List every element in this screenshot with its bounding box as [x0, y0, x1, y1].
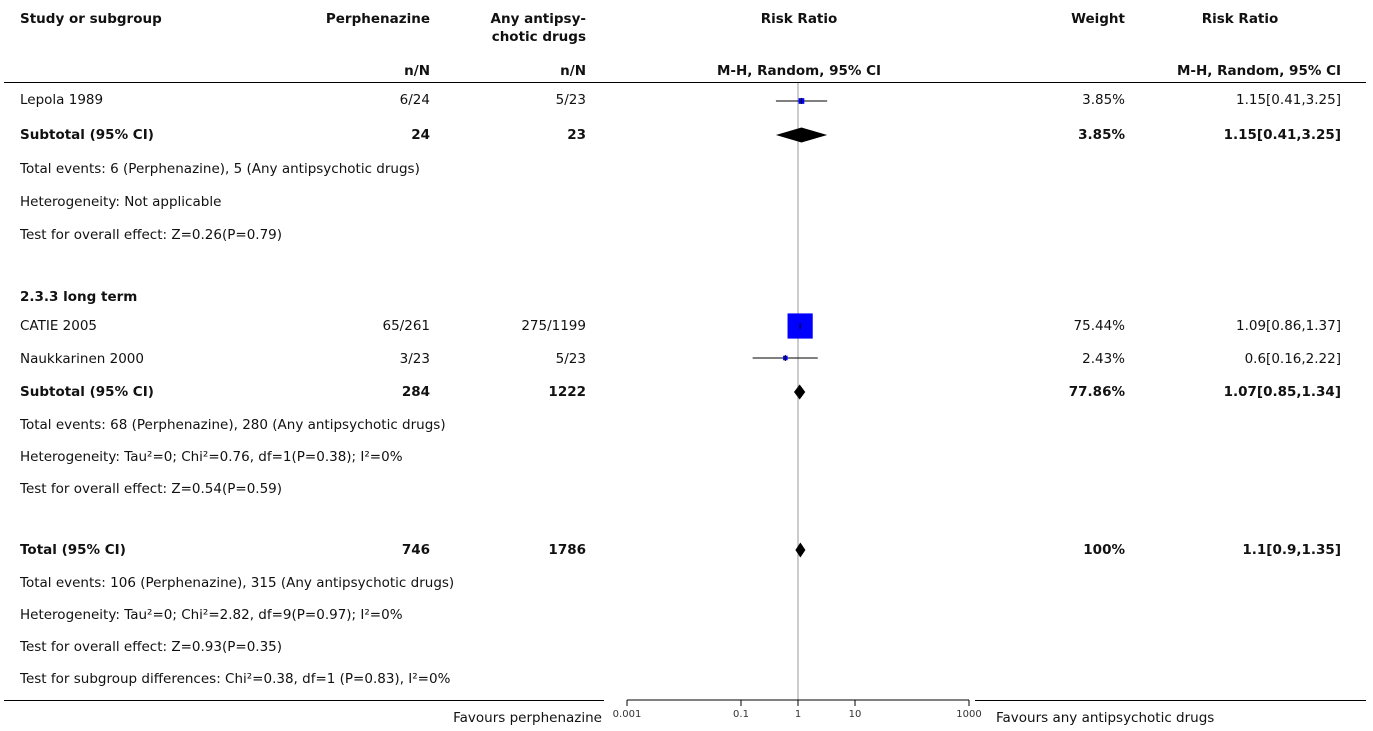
subtotal-ctl: 1222: [548, 384, 586, 400]
x-axis-tick-label: 1: [795, 709, 801, 720]
row-weight: 3.85%: [1082, 92, 1125, 108]
subtotal-label: Subtotal (95% CI): [20, 384, 154, 400]
header-experimental: Perphenazine: [325, 11, 430, 27]
row-ctl: 5/23: [555, 351, 586, 367]
row-exp: 6/24: [399, 92, 430, 108]
total-weight: 100%: [1083, 542, 1125, 558]
heterogeneity-text: Heterogeneity: Not applicable: [20, 194, 222, 210]
x-axis-tick-label: 10: [849, 709, 862, 720]
header-study: Study or subgroup: [20, 11, 162, 27]
subtotal-exp: 284: [401, 384, 430, 400]
header-risk-ratio-plot: Risk Ratio: [760, 11, 838, 27]
footer-rule-right: [975, 700, 1366, 701]
header-exp-sub: n/N: [404, 63, 430, 79]
row-ctl: 5/23: [555, 92, 586, 108]
row-ci: 1.15[0.41,3.25]: [1235, 92, 1341, 108]
row-ctl: 275/1199: [521, 318, 586, 334]
subtotal-weight: 77.86%: [1068, 384, 1125, 400]
subtotal-ci: 1.15[0.41,3.25]: [1223, 127, 1341, 143]
overall-effect-text: Test for overall effect: Z=0.54(P=0.59): [20, 481, 283, 497]
overall-effect-text: Test for overall effect: Z=0.26(P=0.79): [20, 227, 283, 243]
favours-right-label: Favours any antipsychotic drugs: [996, 710, 1215, 726]
total-label: Total (95% CI): [20, 542, 126, 558]
x-axis-tick-label: 1000: [956, 709, 981, 720]
pooled-diamond: [795, 542, 806, 558]
subgroup-heading: 2.3.3 long term: [20, 289, 138, 305]
pooled-diamond: [793, 384, 806, 400]
overall-effect-text: Test for overall effect: Z=0.93(P=0.35): [20, 639, 283, 655]
subtotal-exp: 24: [411, 127, 430, 143]
total-exp: 746: [401, 542, 430, 558]
x-axis-tick-label: 0.1: [733, 709, 749, 720]
row-study: CATIE 2005: [20, 318, 98, 334]
header-rr2-method: M-H, Random, 95% CI: [1176, 63, 1341, 79]
header-control-line1: Any antipsy-: [490, 11, 586, 27]
subgroup-differences-text: Test for subgroup differences: Chi²=0.38…: [20, 671, 451, 687]
subtotal-ci: 1.07[0.85,1.34]: [1223, 384, 1341, 400]
pooled-diamond: [775, 127, 828, 143]
row-exp: 65/261: [382, 318, 431, 334]
row-ci: 1.09[0.86,1.37]: [1235, 318, 1341, 334]
subtotal-weight: 3.85%: [1078, 127, 1125, 143]
total-events-text: Total events: 106 (Perphenazine), 315 (A…: [20, 575, 455, 591]
header-risk-ratio-text: Risk Ratio: [1201, 11, 1279, 27]
header-rr-method: M-H, Random, 95% CI: [716, 63, 882, 79]
footer-rule-left: [4, 700, 604, 701]
total-ci: 1.1[0.9,1.35]: [1242, 542, 1341, 558]
row-ci: 0.6[0.16,2.22]: [1244, 351, 1341, 367]
subtotal-ctl: 23: [567, 127, 586, 143]
header-control-line2: chotic drugs: [491, 29, 586, 45]
row-study: Lepola 1989: [20, 92, 104, 108]
header-ctl-sub: n/N: [560, 63, 586, 79]
row-weight: 75.44%: [1073, 318, 1125, 334]
subtotal-label: Subtotal (95% CI): [20, 127, 154, 143]
total-ctl: 1786: [548, 542, 586, 558]
header-weight: Weight: [1071, 11, 1125, 27]
header-divider: [4, 82, 1366, 83]
row-study: Naukkarinen 2000: [20, 351, 144, 367]
row-exp: 3/23: [399, 351, 430, 367]
favours-left-label: Favours perphenazine: [453, 710, 602, 726]
heterogeneity-text: Heterogeneity: Tau²=0; Chi²=0.76, df=1(P…: [20, 449, 403, 465]
x-axis-tick-label: 0.001: [613, 709, 642, 720]
total-events-text: Total events: 6 (Perphenazine), 5 (Any a…: [20, 161, 420, 177]
heterogeneity-text: Heterogeneity: Tau²=0; Chi²=2.82, df=9(P…: [20, 607, 403, 623]
row-weight: 2.43%: [1082, 351, 1125, 367]
total-events-text: Total events: 68 (Perphenazine), 280 (An…: [20, 417, 446, 433]
